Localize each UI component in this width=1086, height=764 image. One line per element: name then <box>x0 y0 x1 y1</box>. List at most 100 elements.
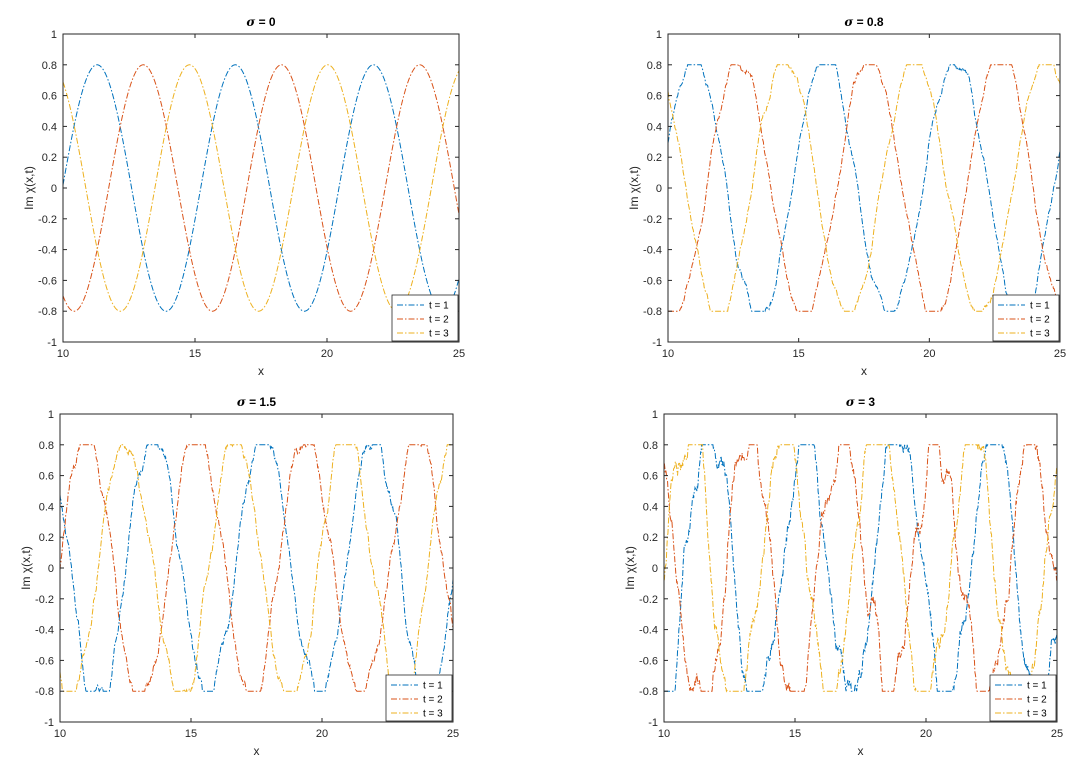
chart-panel-2: -1 -0.8 -0.6 -0.4 -0.2 0 0.2 0.4 0.6 0.8 1 10 15 20 25… <box>627 15 1066 378</box>
legend-label-2: t = 2 <box>429 315 449 326</box>
y-tick-label: 0 <box>48 563 54 575</box>
plot-area <box>668 34 1060 342</box>
y-tick-label: 0.6 <box>42 91 57 103</box>
series-line-1 <box>63 64 459 312</box>
y-axis-label: Im χ(x,t) <box>22 166 36 210</box>
x-tick-label: 25 <box>447 728 459 740</box>
legend-label-1: t = 1 <box>1027 681 1047 692</box>
y-tick-label: -0.6 <box>643 275 662 287</box>
legend-label-3: t = 3 <box>1027 709 1047 720</box>
y-tick-label: 0.2 <box>643 532 658 544</box>
y-tick-label: -1 <box>47 337 57 349</box>
x-tick-label: 15 <box>185 728 197 740</box>
y-tick-label: -0.8 <box>639 686 658 698</box>
y-tick-label: -0.2 <box>38 214 57 226</box>
x-tick-label: 10 <box>57 348 69 360</box>
legend-label-1: t = 1 <box>429 301 449 312</box>
y-tick-label: -0.8 <box>35 686 54 698</box>
chart-title: σ = 3 <box>846 395 876 409</box>
y-tick-label: 1 <box>652 409 658 421</box>
series-line-1 <box>664 443 1057 692</box>
plot-area <box>63 34 459 342</box>
legend: t = 1 t = 2 t = 3 <box>385 674 453 722</box>
y-tick-label: 0.4 <box>643 501 658 513</box>
y-tick-label: 0.6 <box>39 471 54 483</box>
legend-label-2: t = 2 <box>1027 695 1047 706</box>
series-line-3 <box>668 64 1060 312</box>
y-tick-label: -0.2 <box>643 214 662 226</box>
chart-panel-1: -1 -0.8 -0.6 -0.4 -0.2 0 0.2 0.4 0.6 0.8 1 10 15 20 25… <box>22 15 465 378</box>
y-tick-label: -0.2 <box>35 594 54 606</box>
y-tick-label: 0.8 <box>39 440 54 452</box>
x-tick-label: 25 <box>1054 348 1066 360</box>
y-tick-label: -0.6 <box>639 655 658 667</box>
y-axis-label: Im χ(x,t) <box>623 546 637 590</box>
legend-label-3: t = 3 <box>429 329 449 340</box>
y-tick-label: 0.6 <box>643 471 658 483</box>
y-tick-label: -0.4 <box>643 245 662 257</box>
chart-title: σ = 1.5 <box>237 395 277 409</box>
x-axis-label: x <box>258 364 264 378</box>
x-tick-label: 25 <box>453 348 465 360</box>
y-axis-label: Im χ(x,t) <box>19 546 33 590</box>
x-tick-label: 10 <box>662 348 674 360</box>
series-line-2 <box>63 64 459 312</box>
x-axis-label: x <box>861 364 867 378</box>
y-tick-label: 0.8 <box>42 60 57 72</box>
x-tick-label: 10 <box>54 728 66 740</box>
x-tick-label: 15 <box>789 728 801 740</box>
chart-panel-3: -1 -0.8 -0.6 -0.4 -0.2 0 0.2 0.4 0.6 0.8 1 10 15 20 25… <box>19 395 459 758</box>
x-tick-label: 15 <box>189 348 201 360</box>
y-tick-label: 0.8 <box>643 440 658 452</box>
y-tick-label: -0.4 <box>38 245 57 257</box>
y-tick-label: -0.8 <box>38 306 57 318</box>
legend: t = 1 t = 2 t = 3 <box>992 294 1060 342</box>
x-axis-label: x <box>254 744 260 758</box>
series-line-1 <box>668 64 1060 313</box>
legend: t = 1 t = 2 t = 3 <box>391 294 459 342</box>
chart-panel-4: -1 -0.8 -0.6 -0.4 -0.2 0 0.2 0.4 0.6 0.8 1 10 15 20 25… <box>623 395 1063 758</box>
plot-area <box>60 414 453 722</box>
y-tick-label: 0.8 <box>647 60 662 72</box>
y-tick-label: 0.2 <box>39 532 54 544</box>
plot-area <box>664 414 1057 722</box>
x-tick-label: 20 <box>923 348 935 360</box>
legend-label-2: t = 2 <box>1030 315 1050 326</box>
series-line-2 <box>60 443 453 692</box>
x-tick-label: 20 <box>321 348 333 360</box>
y-tick-label: 0 <box>656 183 662 195</box>
legend-label-1: t = 1 <box>1030 301 1050 312</box>
y-tick-label: -1 <box>652 337 662 349</box>
legend-label-3: t = 3 <box>423 709 443 720</box>
series-line-2 <box>668 64 1060 312</box>
y-tick-label: -1 <box>44 717 54 729</box>
y-tick-label: 1 <box>48 409 54 421</box>
x-tick-label: 10 <box>658 728 670 740</box>
chart-title: σ = 0 <box>246 15 276 29</box>
y-tick-label: 1 <box>656 29 662 41</box>
chart-title: σ = 0.8 <box>844 15 884 29</box>
legend-label-2: t = 2 <box>423 695 443 706</box>
y-tick-label: -0.6 <box>38 275 57 287</box>
y-tick-label: -0.8 <box>643 306 662 318</box>
y-tick-label: 0 <box>652 563 658 575</box>
series-line-3 <box>664 443 1057 693</box>
y-tick-label: 0 <box>51 183 57 195</box>
y-tick-label: -0.4 <box>639 625 658 637</box>
x-tick-label: 20 <box>920 728 932 740</box>
series-line-3 <box>60 443 453 692</box>
y-tick-label: 0.6 <box>647 91 662 103</box>
y-tick-label: 0.4 <box>39 501 54 513</box>
legend-label-1: t = 1 <box>423 681 443 692</box>
series-line-1 <box>60 444 453 693</box>
y-tick-label: -0.4 <box>35 625 54 637</box>
y-tick-label: 0.4 <box>647 121 662 133</box>
y-tick-label: 1 <box>51 29 57 41</box>
y-tick-label: 0.4 <box>42 121 57 133</box>
x-axis-label: x <box>858 744 864 758</box>
x-tick-label: 25 <box>1051 728 1063 740</box>
y-tick-label: -1 <box>648 717 658 729</box>
y-tick-label: 0.2 <box>647 152 662 164</box>
x-tick-label: 20 <box>316 728 328 740</box>
